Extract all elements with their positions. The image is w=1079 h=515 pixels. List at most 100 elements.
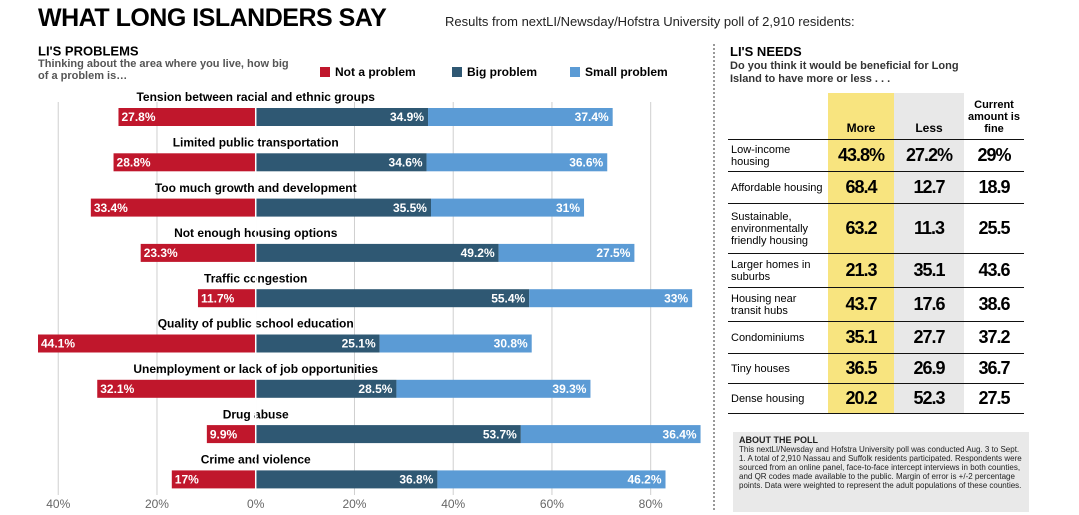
value-label: 32.1% bbox=[100, 382, 134, 396]
bar bbox=[206, 425, 256, 444]
cell-value: 18.9 bbox=[964, 171, 1024, 204]
bar bbox=[498, 243, 635, 262]
value-label: 27.5% bbox=[596, 246, 630, 260]
bar bbox=[426, 153, 608, 172]
category-label: Tension between racial and ethnic groups bbox=[136, 90, 375, 104]
x-tick-label: 80% bbox=[639, 497, 663, 511]
value-label: 39.3% bbox=[552, 382, 586, 396]
cell-value: 35.1 bbox=[894, 253, 964, 288]
cell-value: 35.1 bbox=[828, 321, 894, 354]
value-label: 25.1% bbox=[342, 337, 376, 351]
legend-label: Small problem bbox=[585, 65, 668, 79]
value-label: 46.2% bbox=[627, 473, 661, 487]
bar bbox=[396, 379, 591, 398]
x-tick-label: 60% bbox=[540, 497, 564, 511]
legend-swatch bbox=[452, 67, 462, 77]
needs-table: More Less Current amount is fine Low-inc… bbox=[728, 93, 1024, 414]
value-label: 11.7% bbox=[201, 291, 235, 305]
about-title: ABOUT THE POLL bbox=[739, 435, 818, 445]
value-label: 28.5% bbox=[358, 382, 392, 396]
x-tick-label: 40% bbox=[441, 497, 465, 511]
bar bbox=[171, 470, 256, 489]
cell-value: 43.8% bbox=[828, 139, 894, 172]
x-tick-label: 0% bbox=[247, 497, 265, 511]
header-cell: Current amount is fine bbox=[964, 93, 1024, 140]
bar bbox=[255, 108, 429, 126]
bar bbox=[113, 153, 256, 172]
legend-swatch bbox=[570, 67, 580, 77]
cell-value: 36.7 bbox=[964, 353, 1024, 384]
bar bbox=[97, 379, 256, 398]
bar bbox=[255, 425, 521, 444]
chart-title: LI'S PROBLEMS bbox=[38, 43, 139, 58]
value-label: 37.4% bbox=[575, 110, 609, 124]
needs-row: Housing near transit hubs 43.7 17.6 38.6 bbox=[728, 287, 1024, 322]
bar bbox=[379, 334, 532, 353]
value-label: 49.2% bbox=[461, 246, 495, 260]
value-label: 9.9% bbox=[210, 427, 238, 441]
bar bbox=[90, 198, 256, 217]
value-label: 44.1% bbox=[41, 337, 75, 351]
cell-value: 43.6 bbox=[964, 253, 1024, 288]
header-cell: Less bbox=[894, 93, 964, 140]
about-box: ABOUT THE POLL This nextLI/Newsday and H… bbox=[733, 432, 1029, 512]
row-label: Affordable housing bbox=[728, 171, 828, 204]
needs-row: Low-income housing 43.8% 27.2% 29% bbox=[728, 139, 1024, 172]
cell-value: 26.9 bbox=[894, 353, 964, 384]
cell-value: 68.4 bbox=[828, 171, 894, 204]
cell-value: 37.2 bbox=[964, 321, 1024, 354]
header-cell: More bbox=[828, 93, 894, 140]
legend-label: Not a problem bbox=[335, 65, 416, 79]
header-row: More Less Current amount is fine bbox=[728, 93, 1024, 140]
row-label: Tiny houses bbox=[728, 353, 828, 384]
value-label: 34.6% bbox=[389, 155, 423, 169]
value-label: 53.7% bbox=[483, 427, 517, 441]
needs-row: Affordable housing 68.4 12.7 18.9 bbox=[728, 171, 1024, 204]
header-cell bbox=[728, 93, 828, 140]
bar bbox=[437, 470, 666, 489]
row-label: Larger homes in suburbs bbox=[728, 253, 828, 288]
cell-value: 38.6 bbox=[964, 287, 1024, 322]
cell-value: 63.2 bbox=[828, 203, 894, 254]
needs-row: Dense housing 20.2 52.3 27.5 bbox=[728, 383, 1024, 414]
value-label: 35.5% bbox=[393, 201, 427, 215]
bar bbox=[255, 334, 380, 353]
legend-swatch bbox=[320, 67, 330, 77]
needs-subtitle: Do you think it would be beneficial for … bbox=[730, 60, 959, 85]
bar bbox=[255, 379, 397, 398]
row-label: Low-income housing bbox=[728, 139, 828, 172]
bar bbox=[118, 108, 256, 126]
title: WHAT LONG ISLANDERS SAY bbox=[38, 4, 387, 32]
about-text: This nextLI/Newsday and Hofstra Universi… bbox=[739, 445, 1022, 490]
cell-value: 27.2% bbox=[894, 139, 964, 172]
value-label: 34.9% bbox=[390, 110, 424, 124]
divider bbox=[713, 44, 715, 510]
bar bbox=[38, 334, 256, 353]
x-tick-label: 20% bbox=[342, 497, 366, 511]
bar bbox=[255, 243, 499, 262]
cell-value: 12.7 bbox=[894, 171, 964, 204]
bar bbox=[140, 243, 256, 262]
value-label: 55.4% bbox=[491, 291, 525, 305]
bar bbox=[197, 289, 256, 308]
bar bbox=[255, 153, 427, 172]
bar bbox=[255, 470, 438, 489]
cell-value: 21.3 bbox=[828, 253, 894, 288]
needs-title: LI'S NEEDS bbox=[730, 44, 802, 59]
value-label: 33% bbox=[664, 291, 688, 305]
value-label: 30.8% bbox=[494, 337, 528, 351]
bar bbox=[430, 198, 585, 217]
value-label: 23.3% bbox=[144, 246, 178, 260]
cell-value: 52.3 bbox=[894, 383, 964, 414]
needs-row: Tiny houses 36.5 26.9 36.7 bbox=[728, 353, 1024, 384]
cell-value: 43.7 bbox=[828, 287, 894, 322]
row-label: Condominiums bbox=[728, 321, 828, 354]
bar bbox=[255, 289, 530, 308]
cell-value: 11.3 bbox=[894, 203, 964, 254]
chart-subtitle: Thinking about the area where you live, … bbox=[38, 58, 289, 82]
bar bbox=[520, 425, 701, 444]
subtitle: Results from nextLI/Newsday/Hofstra Univ… bbox=[445, 14, 855, 29]
x-tick-label: 20% bbox=[145, 497, 169, 511]
